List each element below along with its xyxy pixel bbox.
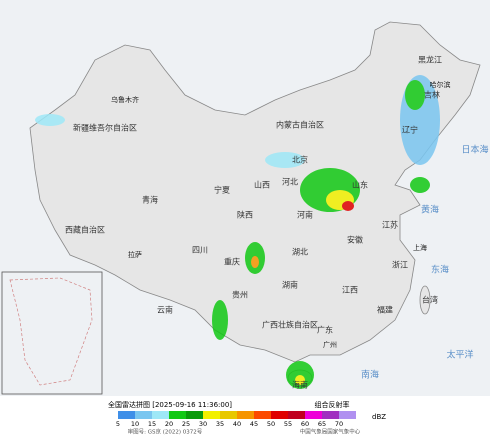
province-label: 台湾 <box>422 295 438 305</box>
province-label: 西藏自治区 <box>65 225 105 235</box>
legend-swatch <box>288 411 305 419</box>
legend-level: 70 <box>335 420 343 428</box>
province-label: 河北 <box>282 177 298 187</box>
province-label: 湖北 <box>292 248 308 257</box>
legend-level: 55 <box>284 420 292 428</box>
province-label: 重庆 <box>224 257 240 267</box>
province-label: 云南 <box>157 305 173 315</box>
sea-label: 黄海 <box>421 204 439 216</box>
province-label: 福建 <box>377 305 393 315</box>
province-label: 四川 <box>192 246 208 255</box>
sea-label: 南海 <box>361 369 379 381</box>
legend-swatch <box>271 411 288 419</box>
legend-swatch <box>169 411 186 419</box>
agency: 中国气象局国家气象中心 <box>300 428 361 436</box>
city-label: 广州 <box>323 340 337 349</box>
province-label: 陕西 <box>237 210 253 220</box>
province-label: 安徽 <box>347 235 363 245</box>
legend-level: 40 <box>233 420 241 428</box>
city-label: 哈尔滨 <box>430 80 451 89</box>
province-label: 辽宁 <box>402 125 418 135</box>
province-label: 吉林 <box>424 90 440 100</box>
legend-swatch <box>305 411 322 419</box>
legend-unit: dBZ <box>372 413 386 421</box>
province-label: 贵州 <box>232 290 248 300</box>
legend-swatch <box>339 411 356 419</box>
province-label: 湖南 <box>282 280 298 290</box>
sea-label: 太平洋 <box>446 349 473 361</box>
legend-product: 组合反射率 <box>315 400 350 409</box>
legend-swatch <box>135 411 152 419</box>
sea-label: 东海 <box>431 264 449 276</box>
legend-level: 10 <box>131 420 139 428</box>
legend-swatch <box>186 411 203 419</box>
legend-swatch <box>237 411 254 419</box>
legend-level: 60 <box>301 420 309 428</box>
province-label: 江苏 <box>382 220 398 230</box>
province-label: 海南 <box>292 380 308 390</box>
legend-swatch <box>152 411 169 419</box>
legend-swatch <box>118 411 135 419</box>
south-china-sea-inset <box>1 271 103 395</box>
legend-level: 25 <box>182 420 190 428</box>
province-label: 河南 <box>297 210 313 220</box>
legend-level: 35 <box>216 420 224 428</box>
city-label: 拉萨 <box>128 250 142 259</box>
legend-swatch <box>254 411 271 419</box>
legend-level: 65 <box>318 420 326 428</box>
inset-boundary <box>9 277 93 386</box>
legend-swatch <box>203 411 220 419</box>
approval-number: 审图号: GS京 (2022) 0372号 <box>128 428 203 436</box>
legend-swatch <box>220 411 237 419</box>
province-label: 青海 <box>142 195 158 205</box>
taiwan-island <box>419 285 431 315</box>
province-label: 浙江 <box>392 260 408 270</box>
legend-level: 15 <box>148 420 156 428</box>
legend-swatch <box>322 411 339 419</box>
city-label: 乌鲁木齐 <box>111 95 139 104</box>
legend-title: 全国雷达拼图 [2025-09-16 11:36:00] <box>108 400 232 409</box>
legend-level: 45 <box>250 420 258 428</box>
legend-level: 30 <box>199 420 207 428</box>
province-label: 江西 <box>342 286 358 295</box>
legend-level: 20 <box>165 420 173 428</box>
legend-level: 50 <box>267 420 275 428</box>
province-label: 内蒙古自治区 <box>276 120 324 130</box>
province-label: 新疆维吾尔自治区 <box>73 123 137 133</box>
province-label: 广西壮族自治区 <box>262 320 318 330</box>
province-label: 山东 <box>352 180 368 190</box>
province-label: 北京 <box>292 155 308 165</box>
legend-level: 5 <box>116 420 120 428</box>
province-label: 广东 <box>317 325 333 335</box>
city-label: 上海 <box>413 243 427 252</box>
radar-echoes <box>35 75 440 389</box>
province-label: 山西 <box>254 180 270 190</box>
province-label: 黑龙江 <box>418 55 442 65</box>
province-label: 宁夏 <box>214 185 230 195</box>
china-outline <box>29 21 481 363</box>
sea-label: 日本海 <box>461 144 488 156</box>
